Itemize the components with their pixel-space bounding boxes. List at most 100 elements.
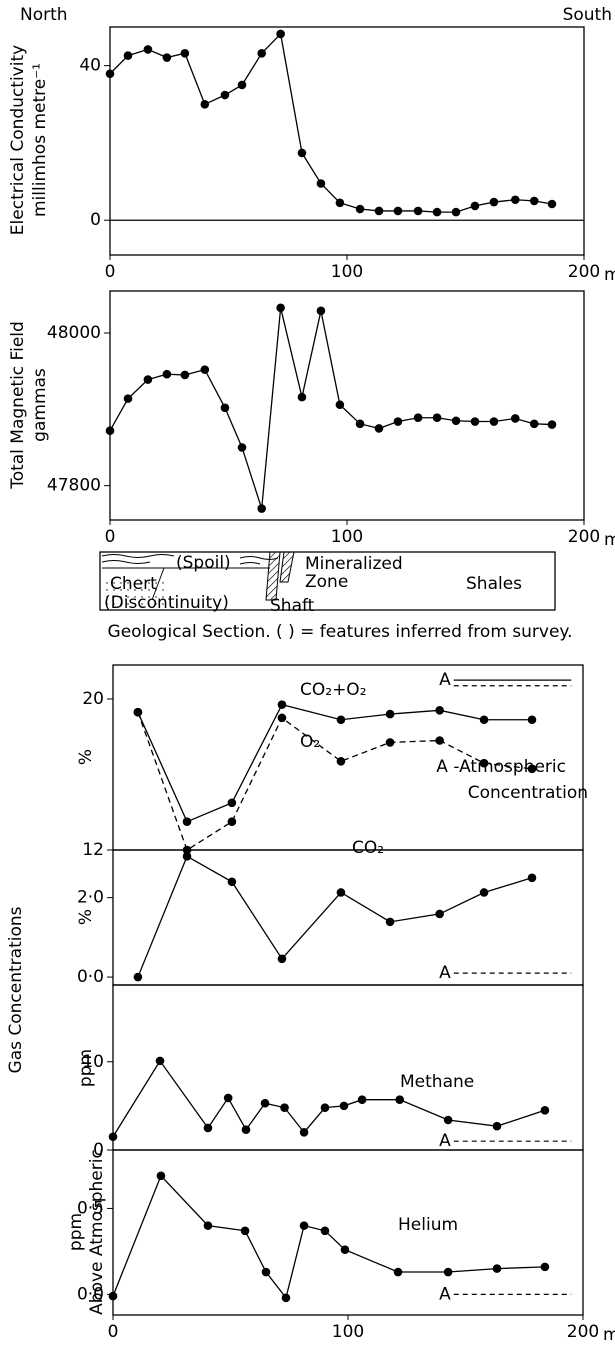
data-point	[281, 1293, 291, 1303]
data-point	[299, 1128, 309, 1137]
data-point	[339, 1101, 349, 1111]
data-point	[547, 199, 557, 209]
data-point	[105, 426, 115, 435]
data-point	[123, 51, 133, 60]
data-point	[276, 303, 285, 313]
series-label: CO₂+O₂	[300, 680, 367, 700]
data-point	[277, 713, 287, 723]
data-point	[529, 196, 539, 206]
data-point	[123, 394, 133, 403]
data-point	[435, 909, 444, 919]
data-point	[180, 370, 190, 380]
section-label: Zone	[305, 572, 348, 592]
section-shaft	[265, 551, 281, 601]
data-point	[227, 798, 237, 808]
data-point	[223, 1093, 233, 1103]
data-point	[355, 419, 365, 429]
section-label: (Spoil)	[176, 553, 231, 573]
data-point	[297, 148, 307, 158]
y-axis-label: ppm	[66, 1213, 86, 1251]
data-point	[385, 709, 395, 719]
data-point	[393, 206, 403, 216]
data-point	[182, 817, 192, 826]
data-point	[297, 392, 307, 402]
y-tick-label: 0·0	[77, 967, 104, 987]
data-point	[155, 1056, 165, 1066]
x-axis-label: metres	[604, 265, 615, 285]
series-label: Methane	[400, 1072, 474, 1092]
y-tick-label: 40	[79, 56, 101, 76]
data-point	[529, 419, 539, 429]
data-point	[203, 1221, 213, 1230]
data-point	[143, 375, 153, 384]
y-axis-label: millimhos metre⁻¹	[30, 63, 50, 217]
data-point	[220, 403, 230, 413]
annotation: Concentration	[468, 783, 588, 803]
data-point	[540, 1262, 550, 1272]
x-axis-label: metres	[603, 1325, 615, 1345]
data-point	[451, 416, 461, 426]
data-point	[240, 1226, 250, 1236]
data-point	[340, 1245, 350, 1254]
side-label: North	[20, 5, 68, 25]
series-line	[112, 1059, 546, 1138]
series-label: Helium	[398, 1215, 458, 1235]
data-point	[299, 1221, 309, 1230]
plot-frame	[112, 849, 584, 986]
data-point	[357, 1095, 367, 1105]
x-tick-label: 200	[567, 1322, 599, 1342]
data-point	[280, 1103, 289, 1112]
data-point	[277, 700, 287, 709]
data-point	[395, 1095, 405, 1105]
x-tick-label: 100	[331, 262, 363, 282]
data-point	[277, 954, 287, 964]
side-label: South	[563, 5, 612, 25]
x-tick-label: 0	[108, 1322, 119, 1342]
y-tick-label: 12	[82, 840, 104, 860]
data-point	[180, 48, 190, 58]
y-axis-label: Electrical Conductivity	[8, 45, 28, 235]
data-point	[105, 69, 115, 79]
atmospheric-label: A	[439, 1131, 451, 1151]
data-point	[336, 756, 346, 766]
series-label: O₂	[300, 732, 320, 752]
data-point	[527, 715, 537, 725]
section-label: Mineralized	[305, 554, 403, 574]
data-point	[227, 817, 237, 826]
data-point	[385, 917, 395, 927]
data-point	[443, 1267, 453, 1277]
section-zone	[279, 551, 295, 583]
series-line	[112, 1174, 545, 1300]
data-point	[182, 852, 192, 861]
data-point	[320, 1103, 330, 1112]
data-point	[470, 417, 480, 426]
data-point	[162, 369, 172, 379]
data-point	[393, 417, 403, 426]
data-point	[257, 504, 266, 513]
data-point	[227, 877, 237, 887]
data-point	[276, 29, 285, 39]
data-point	[203, 1123, 213, 1133]
data-point	[435, 706, 444, 715]
data-point	[385, 738, 395, 747]
series-line	[137, 711, 533, 851]
x-tick-label: 100	[331, 527, 363, 547]
section-label: Chert	[110, 574, 157, 594]
data-point	[335, 198, 345, 208]
data-point	[355, 204, 365, 214]
x-tick-label: 200	[568, 262, 600, 282]
data-point	[336, 715, 346, 725]
data-point	[489, 417, 499, 426]
y-axis-label: gammas	[30, 368, 50, 442]
series-line	[137, 855, 533, 978]
atmospheric-label: A	[439, 963, 451, 983]
annotation: A -Atmospheric	[436, 757, 566, 777]
data-point	[156, 1171, 166, 1181]
data-point	[432, 413, 442, 423]
data-point	[316, 306, 326, 316]
y-tick-label: 0	[93, 1140, 104, 1160]
data-point	[133, 707, 143, 717]
data-point	[479, 888, 489, 897]
data-point	[133, 972, 143, 982]
section-label: Shales	[466, 574, 522, 594]
